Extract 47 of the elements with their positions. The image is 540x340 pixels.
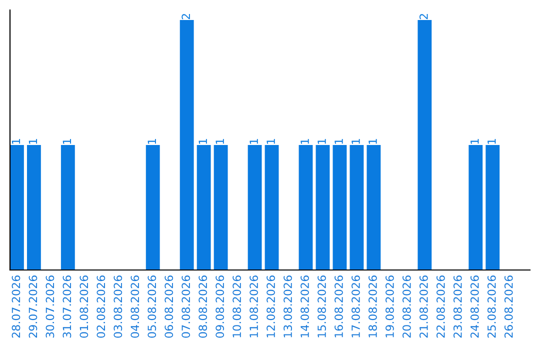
x-tick-label: 02.08.2026 [96,276,106,338]
data-label: 1 [266,138,275,144]
x-tick-label: 10.08.2026 [232,276,242,338]
x-tick-label: 08.08.2026 [198,276,208,338]
x-tick-label: 01.08.2026 [80,276,88,338]
x-tick-label: 30.07.2026 [46,276,54,338]
x-tick-label: 15.08.2026 [318,276,326,338]
x-tick-label: 04.08.2026 [130,276,140,338]
x-tick-label: 03.08.2026 [114,276,122,338]
x-tick-label: 06.08.2026 [164,276,174,338]
data-label: 1 [28,138,38,144]
data-label: 1 [334,138,343,144]
x-tick-label: 17.08.2026 [352,276,360,338]
data-label: 1 [148,138,156,144]
x-tick-label: 11.08.2026 [250,276,258,338]
x-tick-label: 09.08.2026 [216,276,224,338]
x-tick-label: 26.08.2026 [504,276,513,338]
data-label: 2 [419,14,428,20]
x-tick-label: 13.08.2026 [284,276,292,338]
data-label: 1 [300,138,309,144]
data-label: 1 [488,138,496,144]
data-label: 1 [352,138,360,144]
x-tick-label: 23.08.2026 [453,276,462,338]
x-tick-label: 12.08.2026 [266,276,276,338]
data-label: 2 [182,14,190,20]
data-label: 1 [250,138,258,144]
data-label: 1 [318,138,326,144]
x-tick-label: 05.08.2026 [148,276,156,338]
data-label: 1 [12,138,20,144]
data-label: 1 [368,138,377,144]
x-tick-label: 24.08.2026 [470,276,479,338]
x-tick-label: 25.08.2026 [487,276,496,338]
data-label: 1 [216,138,224,144]
x-tick-label: 18.08.2026 [368,276,377,338]
data-label: 1 [62,138,71,144]
data-label: 1 [470,138,479,144]
x-tick-label: 22.08.2026 [436,276,445,338]
x-tick-label: 19.08.2026 [386,276,394,338]
x-tick-label: 21.08.2026 [419,276,428,338]
x-tick-label: 14.08.2026 [300,276,309,338]
x-tick-label: 20.08.2026 [402,276,411,338]
x-tick-label: 28.07.2026 [12,276,20,338]
data-label: 1 [198,138,207,144]
x-tick-label: 29.07.2026 [28,276,38,338]
x-tick-label: 07.08.2026 [182,276,190,338]
x-tick-label: 31.07.2026 [62,276,72,338]
x-tick-label: 16.08.2026 [334,276,343,338]
